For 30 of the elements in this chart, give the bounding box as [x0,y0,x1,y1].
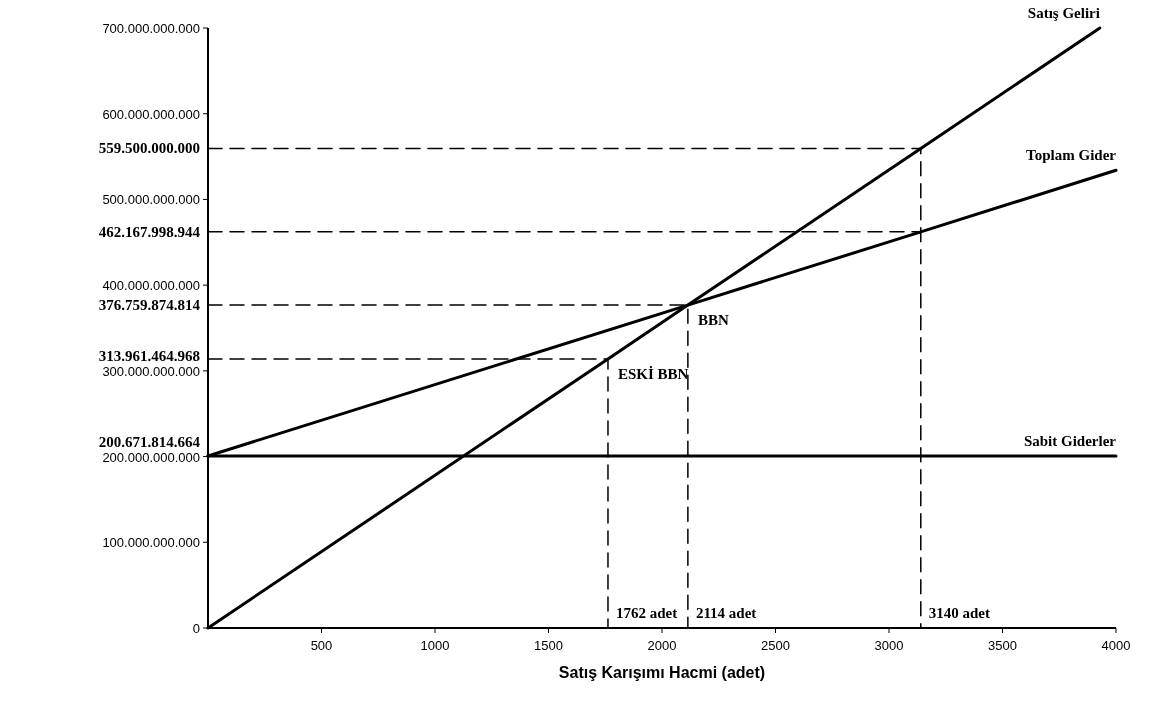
x-tick-label: 2000 [647,638,677,653]
annotation: 3140 adet [928,605,991,621]
x-tick-label: 4000 [1101,638,1131,653]
annotation: ESKİ BBN [617,365,689,382]
x-tick-label: 1500 [534,638,563,653]
annotation: 313.961.464.968 [98,347,200,364]
y-tick-label: 600.000.000.000 [102,106,200,122]
x-tick-label: 3500 [988,638,1017,653]
y-tick-label: 0 [192,621,200,636]
annotation: 200.671.814.664 [98,433,201,450]
x-tick-label: 2500 [761,638,790,653]
annotation: 1762 adet [615,605,678,621]
x-tick-label: 1000 [420,638,450,653]
annotation: 559.500.000.000 [98,140,200,157]
series-label: Satış Geliri [1027,5,1100,21]
annotation: 462.167.998.944 [98,223,201,240]
annotation: 376.759.874.814 [98,297,201,314]
y-tick-label: 100.000.000.000 [102,535,200,551]
x-tick-label: 500 [310,638,333,653]
x-tick-label: 3000 [874,638,904,653]
y-tick-label: 400.000.000.000 [102,278,200,294]
y-tick-label: 700.000.000.000 [102,21,200,36]
annotation: 2114 adet [695,605,757,621]
annotation: BBN [697,312,729,329]
x-axis-title: Satış Karışımı Hacmi (adet) [558,664,766,681]
y-tick-label: 200.000.000.000 [102,449,200,465]
y-tick-label: 300.000.000.000 [102,363,200,379]
y-tick-label: 500.000.000.000 [102,192,200,208]
series-label: Sabit Giderler [1023,433,1117,449]
series-label: Toplam Gider [1026,147,1117,164]
